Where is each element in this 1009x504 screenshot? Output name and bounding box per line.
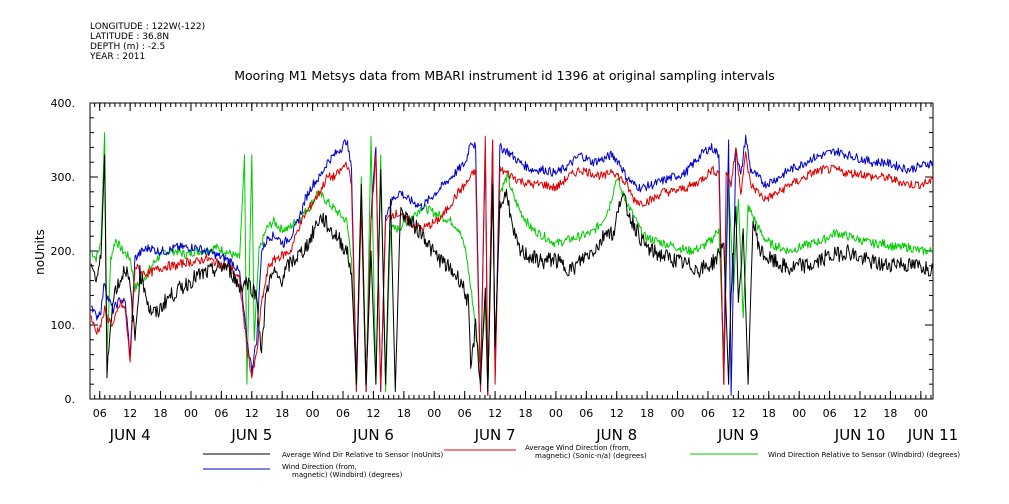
x-day-label: JUN 7 xyxy=(474,426,516,444)
y-tick-label: 300. xyxy=(51,171,76,184)
series-layer xyxy=(90,132,934,396)
x-tick-label: 00 xyxy=(671,407,685,420)
legend-label-blue: Wind Direction (from, magnetic) (Windbird… xyxy=(282,463,403,479)
x-tick-label: 06 xyxy=(823,407,837,420)
longitude-label: LONGITUDE : 122W(-122) xyxy=(90,22,206,32)
x-day-label: JUN 4 xyxy=(109,426,151,444)
legend-label-black: Average Wind Dir Relative to Sensor (noU… xyxy=(282,451,443,459)
x-tick-label: 12 xyxy=(245,407,259,420)
x-tick-label: 18 xyxy=(154,407,168,420)
latitude-label: LATITUDE : 36.8N xyxy=(90,32,170,42)
x-tick-label: 12 xyxy=(853,407,867,420)
x-tick-label: 12 xyxy=(610,407,624,420)
x-tick-label: 12 xyxy=(731,407,745,420)
y-tick-label: 0. xyxy=(65,393,76,406)
x-day-label: JUN 6 xyxy=(352,426,394,444)
x-tick-label: 00 xyxy=(549,407,563,420)
x-tick-label: 06 xyxy=(93,407,107,420)
legend-label-red: Average Wind Direction (from, magnetic) (… xyxy=(525,444,647,460)
x-tick-label: 18 xyxy=(518,407,532,420)
x-tick-label: 12 xyxy=(488,407,502,420)
x-tick-label: 06 xyxy=(336,407,350,420)
x-tick-label: 06 xyxy=(579,407,593,420)
x-day-label: JUN 5 xyxy=(230,426,272,444)
x-tick-label: 06 xyxy=(214,407,228,420)
legend-label-green: Wind Direction Relative to Sensor (Windb… xyxy=(768,451,960,459)
x-tick-label: 06 xyxy=(458,407,472,420)
plot-frame xyxy=(89,102,934,400)
y-axis-label: noUnits xyxy=(33,229,47,275)
chart-title: Mooring M1 Metsys data from MBARI instru… xyxy=(234,68,775,83)
y-tick-label: 100. xyxy=(51,319,76,332)
x-tick-label: 18 xyxy=(883,407,897,420)
year-label: YEAR : 2011 xyxy=(90,52,146,62)
x-tick-label: 06 xyxy=(701,407,715,420)
y-tick-label: 200. xyxy=(51,245,76,258)
x-tick-label: 18 xyxy=(640,407,654,420)
x-tick-label: 18 xyxy=(397,407,411,420)
series-line-green xyxy=(90,132,934,393)
x-tick-label: 00 xyxy=(792,407,806,420)
series-line-blue xyxy=(90,134,934,396)
x-tick-label: 18 xyxy=(762,407,776,420)
depth-label: DEPTH (m) : -2.5 xyxy=(90,42,166,52)
x-day-label: JUN 9 xyxy=(717,426,759,444)
x-tick-label: 00 xyxy=(306,407,320,420)
x-tick-label: 12 xyxy=(123,407,137,420)
axes-layer: 06 12 18 00 06 12 18 00 06 12 18 00 06 12 18 00 06 12 18 00… xyxy=(51,97,959,444)
series-line-black xyxy=(90,154,934,393)
x-tick-label: 00 xyxy=(427,407,441,420)
y-tick-label: 400. xyxy=(51,97,76,110)
x-tick-label: 00 xyxy=(184,407,198,420)
x-day-label: JUN 11 xyxy=(907,426,958,444)
x-tick-label: 18 xyxy=(275,407,289,420)
x-day-label: JUN 8 xyxy=(595,426,637,444)
x-tick-label: 00 xyxy=(914,407,928,420)
x-tick-label: 12 xyxy=(366,407,380,420)
x-day-label: JUN 10 xyxy=(834,426,885,444)
legend: Average Wind Dir Relative to Sensor (noU… xyxy=(203,444,960,479)
